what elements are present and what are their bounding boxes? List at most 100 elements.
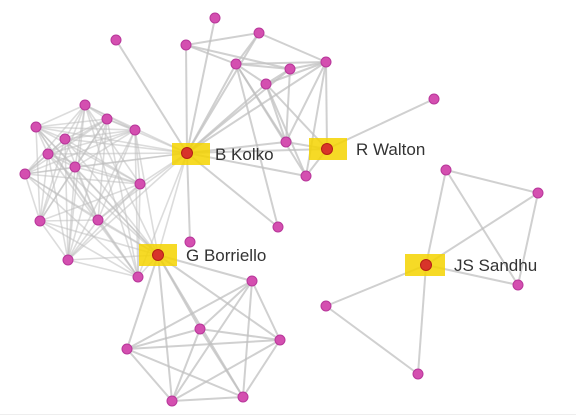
edge-c2-c4	[35, 118, 108, 128]
edge-h3-h6	[171, 280, 253, 402]
edge-kolko-t5	[186, 63, 237, 154]
node-c1[interactable]	[79, 99, 91, 111]
node-c3[interactable]	[59, 133, 71, 145]
bottom-border	[0, 414, 576, 415]
edge-sandhu-r1	[425, 169, 447, 266]
label-r-walton: R Walton	[356, 140, 425, 159]
node-borr[interactable]	[152, 249, 164, 261]
node-c13[interactable]	[132, 271, 144, 283]
node-t11[interactable]	[272, 221, 284, 233]
node-t4[interactable]	[253, 27, 265, 39]
edge-t6-t9	[285, 61, 327, 143]
node-c4[interactable]	[101, 113, 113, 125]
edge-kolko-walton	[186, 148, 328, 154]
node-t10[interactable]	[300, 170, 312, 182]
edge-h2-h3	[199, 280, 253, 330]
edge-c12-c13	[67, 259, 139, 278]
edge-c6-c10	[39, 153, 49, 222]
node-c9[interactable]	[134, 178, 146, 190]
edge-h4-h6	[171, 339, 281, 402]
edge-borr-h4	[157, 254, 281, 341]
node-c2[interactable]	[30, 121, 42, 133]
edge-c2-c10	[35, 126, 41, 222]
edge-c8-c9	[74, 166, 141, 185]
edge-t3-t8	[185, 44, 291, 70]
edge-t5-t10	[235, 63, 307, 177]
node-kolko[interactable]	[181, 147, 193, 159]
edge-t3-t5	[185, 44, 237, 65]
edge-h2-h5	[199, 328, 244, 398]
node-r5[interactable]	[412, 368, 424, 380]
node-c12[interactable]	[62, 254, 74, 266]
node-t7[interactable]	[260, 78, 272, 90]
edge-c5-c13	[134, 129, 139, 278]
node-c7[interactable]	[19, 168, 31, 180]
edge-c7-c9	[24, 173, 141, 185]
edge-kolko-t11	[186, 152, 279, 228]
label-b-kolko: B Kolko	[215, 145, 274, 164]
node-t12[interactable]	[184, 236, 196, 248]
edge-r2-r3	[517, 192, 539, 286]
node-h4[interactable]	[274, 334, 286, 346]
edge-c1-c10	[39, 104, 86, 222]
edge-h1-h3	[126, 280, 253, 350]
edge-c1-c7	[24, 104, 86, 175]
edge-c1-c2	[35, 104, 86, 128]
node-r1[interactable]	[440, 164, 452, 176]
node-r2[interactable]	[532, 187, 544, 199]
edge-kolko-t12	[186, 152, 191, 243]
edge-c11-c12	[67, 219, 99, 261]
edge-t6-t7	[265, 61, 327, 85]
node-h6[interactable]	[166, 395, 178, 407]
edge-t5-t8	[235, 63, 291, 70]
node-c6[interactable]	[42, 148, 54, 160]
edge-kolko-t8	[186, 68, 291, 154]
node-t9[interactable]	[280, 136, 292, 148]
edge-t3-t4	[185, 32, 260, 46]
edge-c10-c13	[39, 220, 139, 278]
node-h5[interactable]	[237, 391, 249, 403]
edge-r1-r2	[445, 169, 539, 194]
node-h2[interactable]	[194, 323, 206, 335]
node-t1[interactable]	[209, 12, 221, 24]
edge-c7-c10	[24, 173, 41, 222]
node-walton[interactable]	[321, 143, 333, 155]
node-t6[interactable]	[320, 56, 332, 68]
node-c5[interactable]	[129, 124, 141, 136]
edge-sandhu-r5	[417, 264, 427, 375]
edge-c12-kolko	[67, 152, 188, 261]
label-js-sandhu: JS Sandhu	[454, 256, 537, 275]
node-t5[interactable]	[230, 58, 242, 70]
edge-borr-kolko	[157, 152, 188, 256]
edge-c10-borr	[39, 220, 159, 256]
node-r4[interactable]	[320, 300, 332, 312]
edge-h2-h4	[199, 328, 281, 341]
edge-c8-c11	[74, 166, 99, 221]
edge-c8-c10	[39, 166, 76, 222]
edge-c8-kolko	[74, 152, 188, 168]
edge-r1-r3	[445, 169, 519, 286]
node-c8[interactable]	[69, 161, 81, 173]
node-t13[interactable]	[428, 93, 440, 105]
edge-c5-c7	[24, 129, 136, 175]
edge-c6-borr	[47, 153, 159, 256]
edge-h4-h5	[242, 339, 281, 398]
edge-h5-h6	[171, 396, 244, 402]
edge-t4-t6	[258, 32, 327, 63]
edge-c11-c13	[97, 219, 139, 278]
edge-h1-h6	[126, 348, 173, 402]
edge-c5-c6	[47, 129, 136, 155]
node-sandhu[interactable]	[420, 259, 432, 271]
node-h1[interactable]	[121, 343, 133, 355]
node-t3[interactable]	[180, 39, 192, 51]
node-c11[interactable]	[92, 214, 104, 226]
node-c10[interactable]	[34, 215, 46, 227]
node-r3[interactable]	[512, 279, 524, 291]
edge-c1-c13	[84, 104, 139, 278]
edge-c6-c12	[47, 153, 69, 261]
edge-c9-c10	[39, 183, 141, 222]
node-t8[interactable]	[284, 63, 296, 75]
node-h3[interactable]	[246, 275, 258, 287]
edge-c4-c7	[24, 118, 108, 175]
node-t2[interactable]	[110, 34, 122, 46]
